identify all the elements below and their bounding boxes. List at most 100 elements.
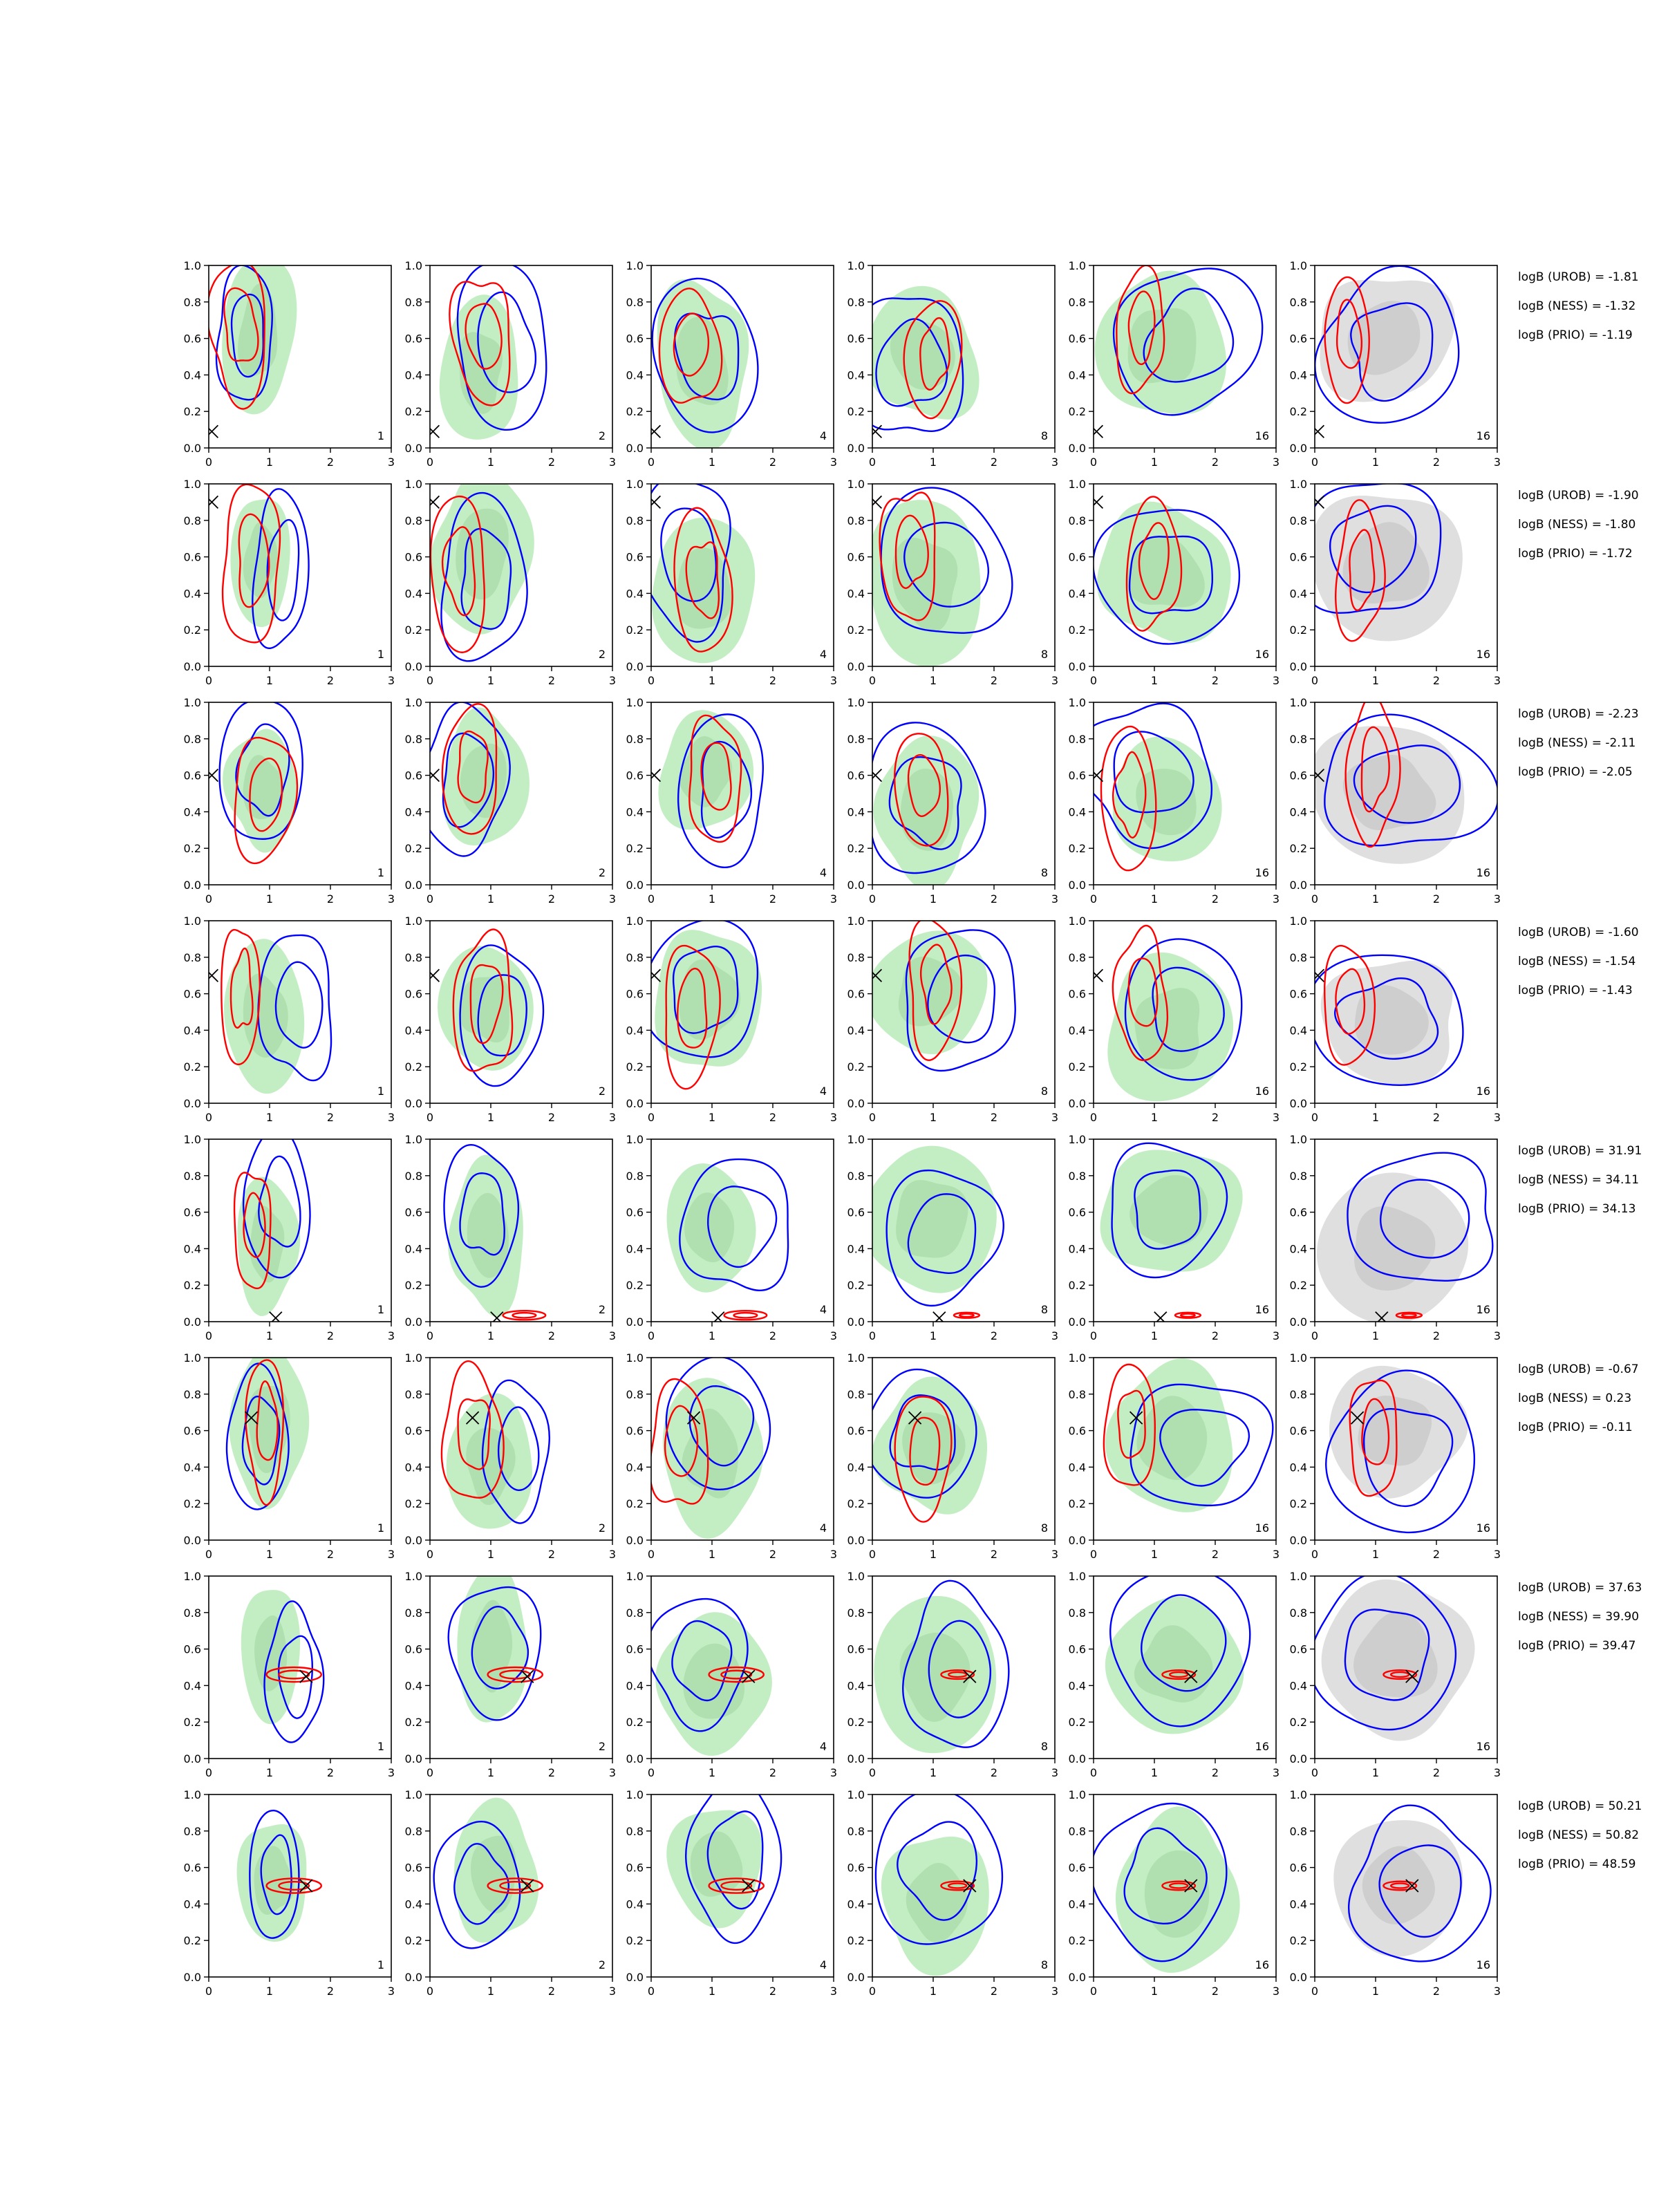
- red-contour-outer: [502, 1309, 547, 1321]
- x-tick-label: 0: [869, 1329, 876, 1342]
- panel-label: 4: [820, 866, 827, 879]
- y-tick-label: 1.0: [184, 915, 201, 928]
- true-value-marker: [1184, 1879, 1198, 1893]
- axes-frame: [429, 1794, 613, 1978]
- true-value-marker: [651, 495, 662, 509]
- panel-label: 2: [599, 1303, 606, 1316]
- x-tick-label: 3: [1494, 1985, 1501, 1998]
- y-tick-label: 0.6: [1290, 1425, 1307, 1438]
- panel-plot-area: [1094, 702, 1222, 872]
- density-fill-inner: [1354, 985, 1429, 1055]
- x-tick-label: 2: [991, 1329, 997, 1342]
- y-tick-label: 0.8: [1290, 733, 1307, 746]
- red-contour-outer: [658, 288, 723, 404]
- axes-frame: [429, 265, 613, 449]
- blue-contour-inner: [1143, 288, 1235, 383]
- x-tick-label: 0: [1090, 1766, 1097, 1779]
- logb-annotation: logB (UROB) = -2.23: [1518, 707, 1639, 721]
- y-tick-label: 0.6: [626, 769, 644, 782]
- y-tick-label: 0.4: [626, 1897, 644, 1911]
- x-tick-label: 2: [1433, 456, 1440, 469]
- y-tick-label: 0.4: [1069, 805, 1086, 818]
- y-tick-label: 1.0: [405, 915, 422, 928]
- y-tick-label: 0.6: [1290, 1643, 1307, 1656]
- blue-contour-inner: [888, 756, 962, 850]
- panel-r3-c3: 0 1 2 3 0.0 0.2 0.4 0.6 0.8 1.0 4: [626, 696, 838, 906]
- x-tick-label: 1: [1372, 674, 1379, 687]
- y-tick-label: 0.8: [405, 1170, 422, 1183]
- y-tick-label: 0.4: [626, 1679, 644, 1692]
- panel-r2-c2: 0 1 2 30.00.20.40.60.81.02: [405, 478, 617, 687]
- blue-contour-inner: [671, 1620, 733, 1702]
- red-contour-inner: [919, 944, 953, 1025]
- red-contour-outer: [1382, 1669, 1418, 1680]
- y-tick-label: 0.4: [1069, 368, 1086, 382]
- panel-plot-area: [209, 265, 297, 438]
- y-tick-label: 0.8: [1069, 1825, 1086, 1838]
- axes-frame: [872, 265, 1056, 449]
- panel-r4-c3: 0 1 2 3 0.0 0.2 0.4 0.6 0.8 1.0 4: [626, 915, 838, 1124]
- y-tick-label: 0.6: [1069, 1206, 1086, 1219]
- axes-frame: [1314, 1794, 1498, 1978]
- x-tick-label: 0: [869, 1111, 876, 1124]
- x-tick-label: 2: [769, 892, 776, 906]
- x-tick-label: 2: [327, 1329, 334, 1342]
- panel-plot-area: [1315, 265, 1460, 438]
- x-tick-label: 2: [769, 1766, 776, 1779]
- y-tick-label: 1.0: [405, 259, 422, 272]
- x-tick-label: 0: [205, 1111, 212, 1124]
- y-tick-label: 0.2: [1290, 624, 1307, 637]
- y-tick-label: 1.0: [1069, 1788, 1086, 1801]
- density-fill-inner: [243, 522, 278, 599]
- y-tick-label: 0.4: [184, 1679, 201, 1692]
- axes-frame: [429, 1138, 613, 1322]
- panel-r4-c1: 0 1 2 3 0.0 0.2 0.4 0.6 0.8 1.0 1: [184, 915, 395, 1124]
- x-tick-label: 2: [991, 456, 997, 469]
- blue-contour-outer: [481, 1379, 551, 1524]
- x-tick-label: 2: [327, 456, 334, 469]
- y-tick-label: 0.2: [184, 624, 201, 637]
- y-tick-label: 0.4: [847, 805, 865, 818]
- x-tick-label: 0: [1311, 1985, 1318, 1998]
- axes-frame: [1314, 920, 1498, 1104]
- panel-plot-area: [447, 1576, 544, 1723]
- red-contour-outer: [1161, 1669, 1197, 1680]
- blue-contour-outer: [1324, 713, 1497, 847]
- blue-contour-inner: [889, 1394, 956, 1471]
- true-value-marker: [1375, 1311, 1389, 1322]
- blue-contour-outer: [1109, 1576, 1251, 1727]
- panel-label: 16: [1255, 1303, 1269, 1316]
- y-tick-label: 0.8: [847, 951, 865, 964]
- y-tick-label: 0.6: [1069, 1425, 1086, 1438]
- red-contour-inner: [720, 1669, 753, 1680]
- y-tick-label: 0.0: [184, 1971, 201, 1984]
- panel-r6-c4: 0 1 2 3 0.0 0.2 0.4 0.6 0.8 1.0 8: [847, 1351, 1059, 1561]
- y-tick-label: 0.8: [1290, 1388, 1307, 1401]
- panel-plot-area: [1315, 702, 1497, 864]
- panel-plot-area: [651, 1358, 771, 1539]
- true-value-marker: [872, 424, 883, 438]
- red-contour-outer: [487, 1666, 544, 1683]
- red-contour-outer: [651, 1378, 709, 1505]
- red-contour-inner: [1168, 1882, 1189, 1889]
- blue-contour-outer: [872, 297, 964, 433]
- panel-r1-c5: 0 1 2 3 0.0 0.2 0.4 0.6 0.8 1.0 16: [1069, 259, 1280, 469]
- row-3-annotations: logB (UROB) = -2.23 logB (NESS) = -2.11 lo…: [1518, 707, 1639, 779]
- y-tick-label: 0.2: [1290, 1279, 1307, 1292]
- y-tick-label: 0.0: [847, 442, 865, 455]
- true-value-marker: [269, 1311, 283, 1322]
- y-tick-label: 0.2: [626, 405, 644, 418]
- panel-label: 1: [377, 1303, 384, 1316]
- y-tick-label: 1.0: [1290, 915, 1307, 928]
- panel-r8-c5: 0 1 2 3 0.0 0.2 0.4 0.6 0.8 1.0 16: [1069, 1788, 1280, 1998]
- blue-contour-outer: [459, 944, 545, 1087]
- red-contour-outer: [1112, 924, 1169, 1062]
- y-tick-label: 0.0: [1290, 1752, 1307, 1765]
- logb-annotation: logB (PRIO) = -0.11: [1518, 1421, 1633, 1434]
- y-tick-label: 0.6: [1290, 1862, 1307, 1875]
- y-tick-label: 1.0: [847, 478, 865, 491]
- true-value-marker: [1405, 1669, 1419, 1683]
- y-tick-label: 0.6: [1290, 332, 1307, 346]
- panel-plot-area: [651, 484, 756, 664]
- blue-contour-outer: [1094, 509, 1241, 645]
